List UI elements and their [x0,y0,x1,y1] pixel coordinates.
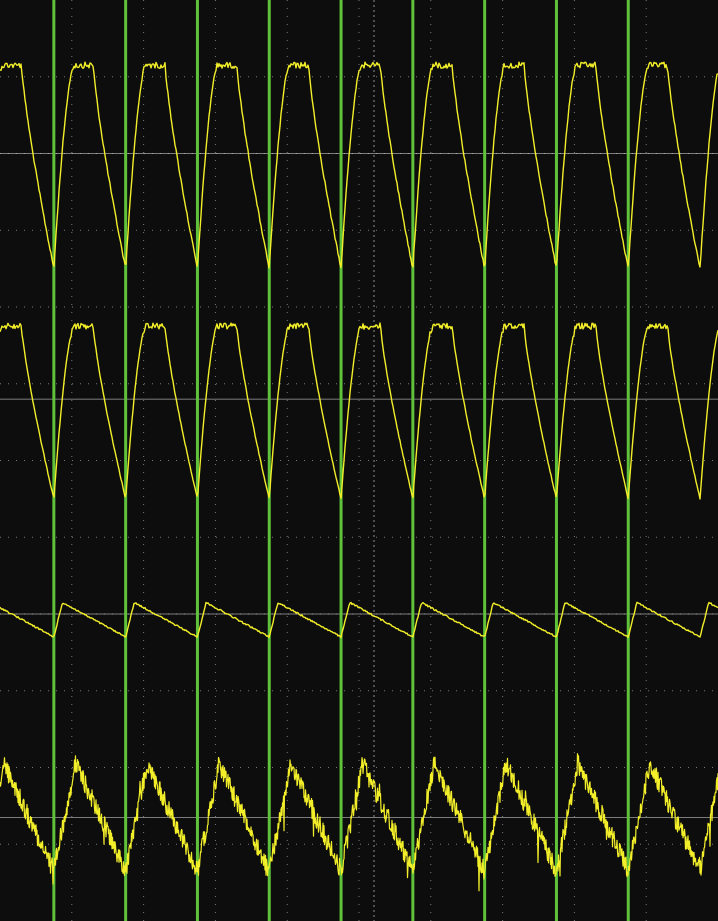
channel-3-trace [0,601,718,639]
channel-2-trace [0,322,718,500]
channel-4-trace [0,753,718,892]
signal-traces [0,61,718,892]
marker-lines [52,0,630,921]
channel-1-trace [0,61,718,269]
